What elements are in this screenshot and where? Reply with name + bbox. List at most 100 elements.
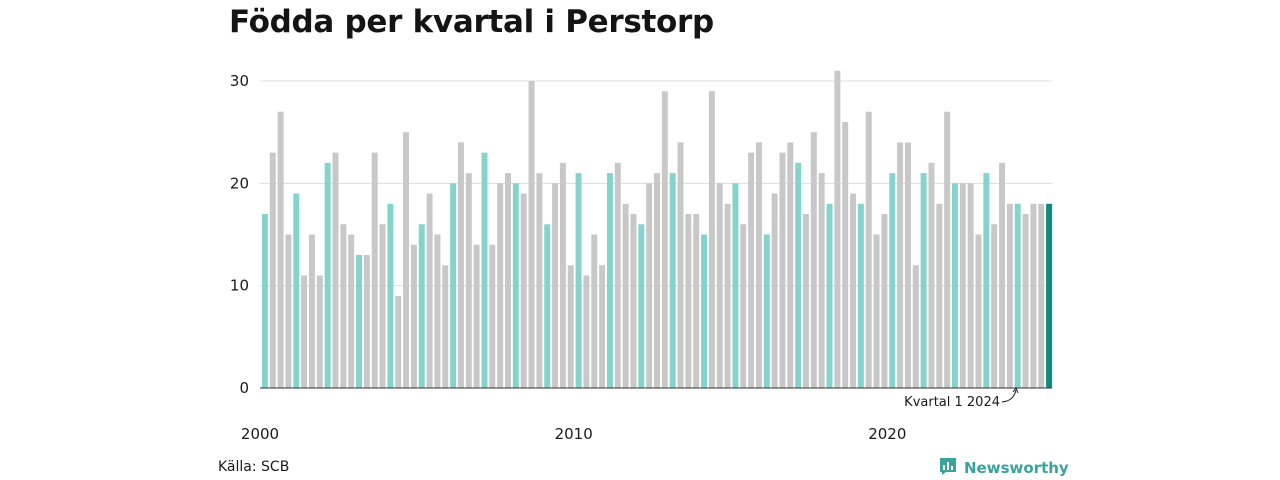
bar <box>873 234 880 388</box>
bar <box>983 173 990 388</box>
newsworthy-logo-icon <box>938 456 958 480</box>
bar <box>944 111 951 388</box>
bar <box>371 152 378 388</box>
bar <box>850 193 857 388</box>
bar <box>395 295 402 388</box>
bar <box>1046 203 1053 388</box>
bar <box>559 162 566 388</box>
bar <box>881 214 888 388</box>
chart-title: Födda per kvartal i Perstorp <box>229 4 714 40</box>
bar <box>810 132 817 388</box>
bar <box>975 234 982 388</box>
bar <box>936 203 943 388</box>
bar <box>261 214 268 388</box>
x-tick-label: 2020 <box>868 425 906 443</box>
bar <box>308 234 315 388</box>
bar <box>646 183 653 388</box>
bar <box>779 152 786 388</box>
bar <box>1014 203 1021 388</box>
annotation-arrow <box>1001 389 1017 403</box>
bar <box>285 234 292 388</box>
bar <box>536 173 543 388</box>
bar <box>701 234 708 388</box>
bar <box>834 70 841 389</box>
bar <box>583 275 590 388</box>
bar <box>340 224 347 388</box>
bar <box>795 162 802 388</box>
bar <box>418 224 425 388</box>
bar <box>434 234 441 388</box>
bar <box>826 203 833 388</box>
bar <box>904 142 911 388</box>
bar <box>928 162 935 388</box>
bar <box>748 152 755 388</box>
bar <box>614 162 621 388</box>
annotation-label: Kvartal 1 2024 <box>904 395 1000 410</box>
bar <box>967 183 974 388</box>
bar <box>920 173 927 388</box>
brand-logo[interactable]: Newsworthy <box>938 456 1069 480</box>
bar <box>599 265 606 388</box>
bars <box>261 70 1053 389</box>
bar <box>724 203 731 388</box>
bar <box>630 214 637 388</box>
bar <box>591 234 598 388</box>
bar <box>497 183 504 388</box>
annotation-arrowhead <box>1012 386 1019 394</box>
bar <box>301 275 308 388</box>
bar <box>952 183 958 388</box>
bar <box>912 265 919 388</box>
bar <box>842 121 849 389</box>
bar <box>403 132 410 388</box>
bar <box>685 214 692 388</box>
y-tick-label: 20 <box>230 174 249 192</box>
bar <box>567 265 574 388</box>
bar <box>363 254 370 388</box>
bar <box>740 224 747 388</box>
bar <box>505 173 511 388</box>
bar <box>755 142 762 388</box>
bar <box>716 183 723 388</box>
bar <box>999 162 1006 388</box>
bar <box>897 142 904 388</box>
bar <box>356 254 362 388</box>
bar <box>959 183 966 388</box>
bar <box>512 183 519 388</box>
bar <box>803 214 809 388</box>
y-tick-label: 0 <box>239 379 249 397</box>
bar <box>528 81 535 388</box>
bar <box>771 193 778 388</box>
bar <box>544 224 551 388</box>
bar <box>654 173 660 388</box>
x-axis-ticks: 2000 2010 2020 <box>241 425 907 443</box>
bar <box>481 152 488 388</box>
x-tick-label: 2010 <box>555 425 593 443</box>
bar <box>348 234 355 388</box>
bar <box>316 275 323 388</box>
bar <box>857 203 864 388</box>
bar <box>293 193 300 388</box>
bar <box>520 193 527 388</box>
bar <box>669 173 676 388</box>
bar <box>410 244 417 388</box>
bar <box>889 173 896 388</box>
source-note: Källa: SCB <box>218 459 290 475</box>
bar <box>763 234 770 388</box>
brand-name: Newsworthy <box>964 459 1069 477</box>
y-tick-label: 30 <box>230 72 249 90</box>
bar <box>465 173 472 388</box>
x-tick-label: 2000 <box>241 425 279 443</box>
bar <box>489 244 496 388</box>
bar <box>693 214 700 388</box>
bar <box>787 142 794 388</box>
bar <box>1030 203 1037 388</box>
bar <box>638 224 645 388</box>
bar <box>457 142 464 388</box>
bar <box>732 183 739 388</box>
bar <box>1006 203 1013 388</box>
bar <box>387 203 394 388</box>
bar <box>552 183 559 388</box>
bar <box>277 111 284 388</box>
bar <box>677 142 684 388</box>
